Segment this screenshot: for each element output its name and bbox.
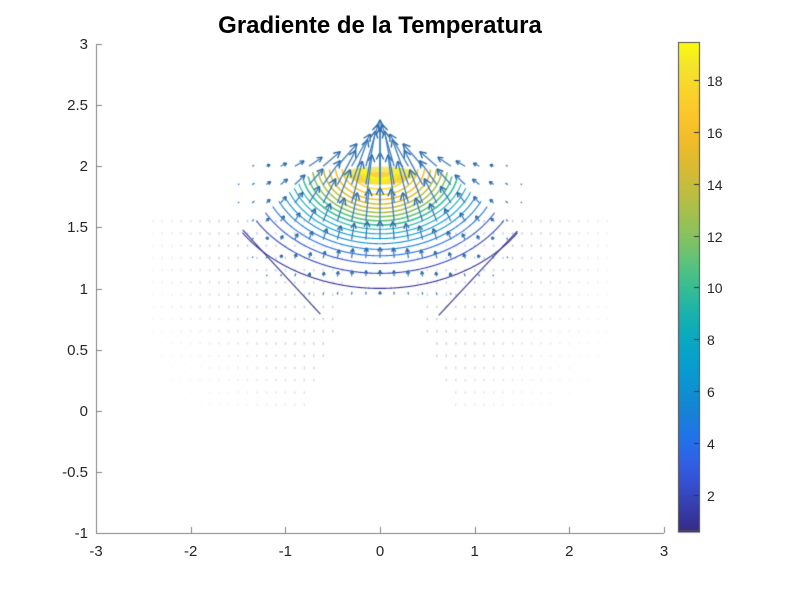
x-tick-label: 0 bbox=[375, 543, 385, 560]
x-tick-label: -3 bbox=[89, 543, 103, 560]
y-tick-label: 0.5 bbox=[67, 341, 88, 359]
colorbar-tick-label: 2 bbox=[707, 487, 715, 504]
x-tick-label: 2 bbox=[565, 543, 574, 560]
y-tick-label: 3 bbox=[79, 36, 88, 53]
x-tick-label: -1 bbox=[278, 543, 292, 560]
y-tick-label: 1.5 bbox=[67, 219, 88, 237]
colorbar-tick-label: 10 bbox=[707, 280, 723, 297]
y-tick-label: -1 bbox=[74, 525, 88, 542]
x-tick-label: -2 bbox=[183, 543, 198, 560]
colorbar-tick-label: 12 bbox=[707, 228, 723, 245]
y-tick-label: -0.5 bbox=[62, 463, 88, 481]
colorbar-tick-label: 18 bbox=[707, 72, 723, 89]
colorbar-tick-label: 6 bbox=[707, 384, 715, 401]
colorbar-tick-label: 14 bbox=[707, 176, 723, 193]
y-tick-label: 0 bbox=[79, 402, 88, 420]
y-tick-label: 1 bbox=[79, 280, 88, 298]
colorbar-tick-label: 16 bbox=[707, 124, 723, 141]
chart-title: Gradiente de la Temperatura bbox=[218, 12, 542, 39]
y-tick-label: 2 bbox=[79, 158, 88, 176]
x-tick-label: 3 bbox=[659, 543, 669, 560]
x-tick-label: 1 bbox=[470, 543, 479, 560]
colorbar-tick-label: 4 bbox=[707, 436, 715, 453]
y-tick-label: 2.5 bbox=[67, 97, 88, 115]
colorbar-tick-label: 8 bbox=[707, 332, 715, 349]
